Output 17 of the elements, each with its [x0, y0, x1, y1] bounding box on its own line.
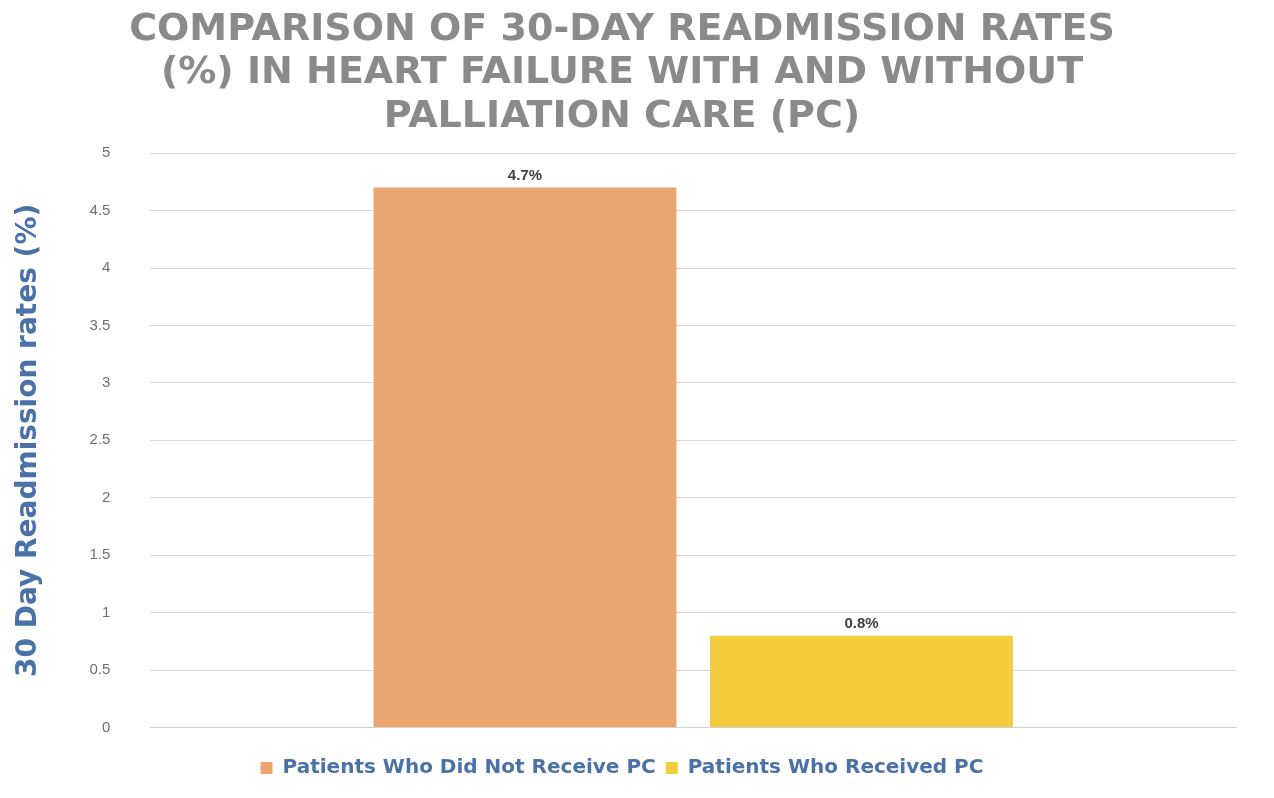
- y-tick-label: 5: [102, 143, 111, 161]
- data-label: 0.8%: [844, 614, 879, 632]
- legend-label: Patients Who Received PC: [687, 754, 984, 779]
- y-tick-label: 2: [102, 487, 111, 505]
- y-tick-label: 4: [102, 258, 111, 276]
- y-tick-label: 2.5: [89, 430, 111, 448]
- y-tick-label: 0: [102, 717, 111, 735]
- y-tick-label: 0.5: [89, 660, 111, 678]
- y-tick-label: 1: [102, 602, 111, 620]
- y-tick-label: 4.5: [89, 200, 111, 218]
- y-axis-title: 30 Day Readmission rates (%): [10, 203, 44, 677]
- legend-label: Patients Who Did Not Receive PC: [282, 754, 656, 779]
- y-tick-label: 3.5: [89, 315, 111, 333]
- chart-title: COMPARISON OF 30-DAY READMISSION RATES (%) IN HEART FAILURE WITH AND WITHOUT PALLIATION CARE (PC): [129, 4, 1115, 137]
- data-label: 4.7%: [507, 166, 543, 184]
- y-tick-label: 3: [102, 373, 111, 391]
- y-tick-label: 1.5: [89, 545, 111, 563]
